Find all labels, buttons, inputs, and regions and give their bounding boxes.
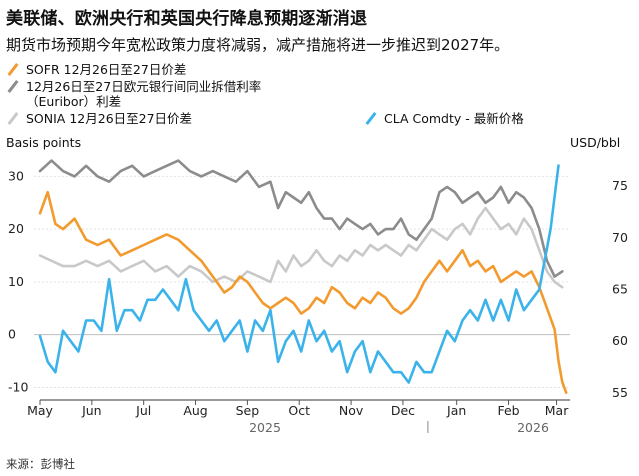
left-tick-label: 30 xyxy=(8,168,24,183)
left-axis-unit: Basis points xyxy=(6,135,82,150)
legend-sofr-label: SOFR 12月26日至27日价差 xyxy=(26,62,187,77)
legend-euribor-label: 12月26日至27日欧元银行间同业拆借利率 （Euribor）利差 xyxy=(26,79,261,109)
x-tick-label: Sep xyxy=(236,403,260,418)
legend-cla-label: CLA Comdty - 最新价格 xyxy=(384,111,524,126)
right-axis-ticks: 75 70 65 60 55 xyxy=(612,178,628,400)
right-tick-label: 70 xyxy=(612,230,628,245)
right-tick-label: 60 xyxy=(612,333,628,348)
right-tick-label: 75 xyxy=(612,178,628,193)
x-tick-label: Oct xyxy=(288,403,310,418)
x-tick-label: Jul xyxy=(135,403,151,418)
x-tick-label: May xyxy=(27,403,53,418)
legend-sofr: SOFR 12月26日至27日价差 xyxy=(6,62,186,77)
series-lines xyxy=(38,159,568,394)
series-line-sonia xyxy=(38,206,564,289)
left-tick-label: 0 xyxy=(8,327,16,342)
x-tick-label: Jan xyxy=(446,403,466,418)
grid-lines xyxy=(34,175,570,401)
legend-cla: CLA Comdty - 最新价格 xyxy=(364,111,524,126)
year-label-2026: 2026 xyxy=(517,420,549,435)
chart-title: 美联储、欧洲央行和英国央行降息预期逐渐消退 xyxy=(6,9,368,29)
left-axis-ticks: 30 20 10 0 -10 xyxy=(8,168,28,394)
x-tick-label: Dec xyxy=(391,403,415,418)
legend-sonia-label: SONIA 12月26日至27日价差 xyxy=(26,111,193,126)
x-tick-label: Jun xyxy=(81,403,102,418)
series-line-cla xyxy=(38,164,560,384)
x-tick-label: Mar xyxy=(545,403,569,418)
legend-euribor: 12月26日至27日欧元银行间同业拆借利率 （Euribor）利差 xyxy=(6,79,261,109)
x-axis-ticks: May Jun Jul Aug Sep Oct Nov Dec Jan Feb Mar 2025 202… xyxy=(27,400,569,435)
chart-subtitle: 期货市场预期今年宽松政策力度将减弱，减产措施将进一步推迟到2027年。 xyxy=(6,36,510,54)
right-tick-label: 55 xyxy=(612,385,628,400)
left-tick-label: 20 xyxy=(8,221,24,236)
legend-sonia: SONIA 12月26日至27日价差 xyxy=(6,111,192,126)
x-tick-label: Feb xyxy=(497,403,519,418)
legend-euribor-label-line1: 12月26日至27日欧元银行间同业拆借利率 xyxy=(26,79,262,94)
year-label-2025: 2025 xyxy=(249,420,281,435)
legend-euribor-label-line2: （Euribor）利差 xyxy=(26,94,122,109)
x-tick-label: Nov xyxy=(339,403,364,418)
source-note: 来源：彭博社 xyxy=(6,457,75,471)
right-axis-unit: USD/bbl xyxy=(570,135,621,150)
x-tick-label: Aug xyxy=(183,403,207,418)
series-line-euribor xyxy=(38,159,564,278)
series-line-sofr xyxy=(38,190,568,394)
right-tick-label: 65 xyxy=(612,282,628,297)
left-tick-label: 10 xyxy=(8,274,24,289)
left-tick-label: -10 xyxy=(8,379,28,394)
